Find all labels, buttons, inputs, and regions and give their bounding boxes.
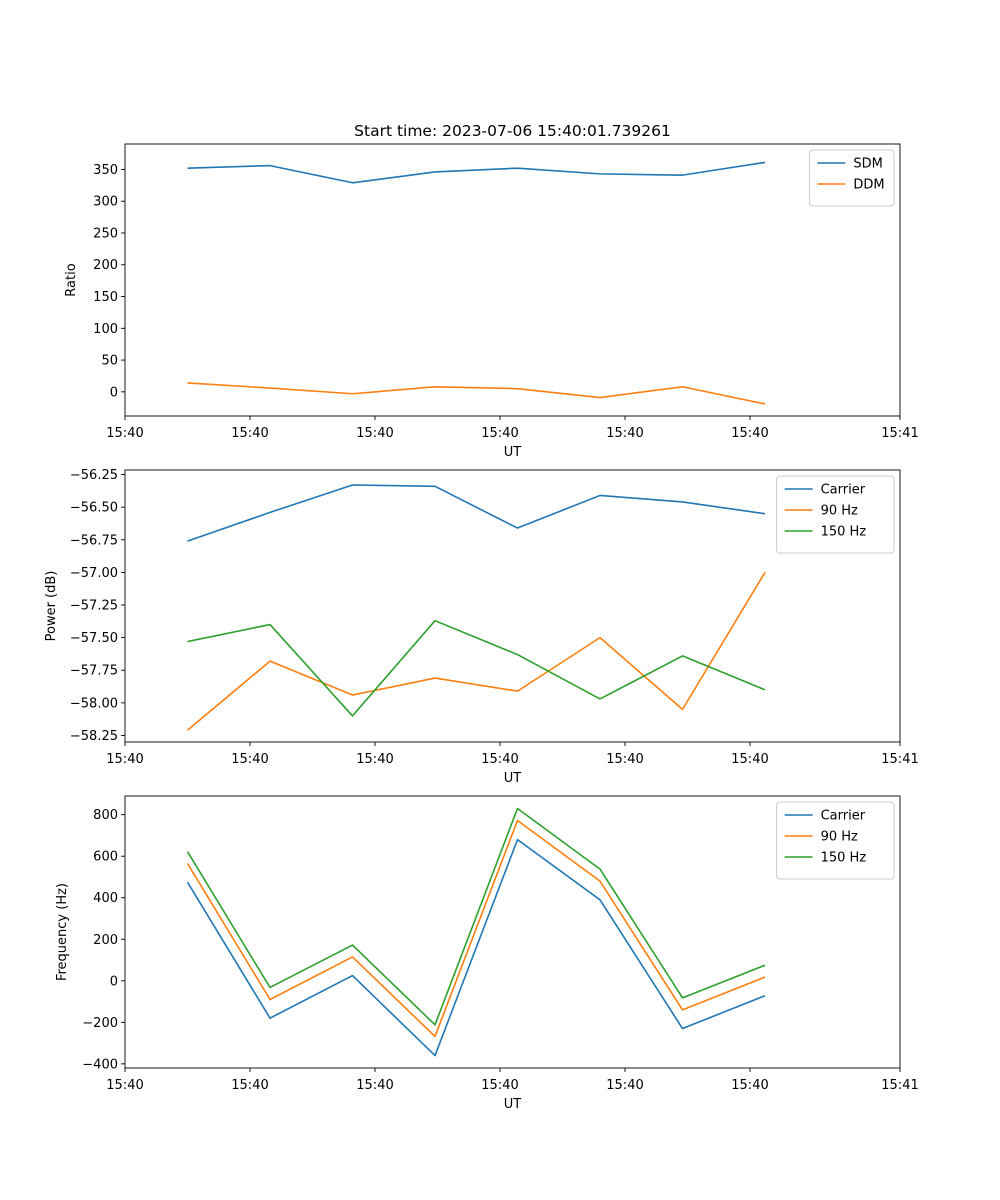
legend-entry: DDM <box>853 178 884 193</box>
x-tick-label: 15:40 <box>356 426 393 441</box>
x-tick-label: 15:40 <box>606 426 643 441</box>
x-tick-label: 15:40 <box>481 752 518 767</box>
legend-entry: Carrier <box>821 809 866 824</box>
x-tick-label: 15:40 <box>606 1078 643 1093</box>
y-tick-label: 300 <box>93 195 118 210</box>
y-tick-label: 100 <box>93 322 118 337</box>
series-line-carrier <box>187 484 766 542</box>
x-tick-label: 15:40 <box>356 1078 393 1093</box>
y-tick-label: −200 <box>82 1016 118 1031</box>
x-tick-label: 15:40 <box>106 1078 143 1093</box>
legend-entry: SDM <box>853 157 882 172</box>
legend-entry: 150 Hz <box>821 525 867 540</box>
x-tick-label: 15:40 <box>231 1078 268 1093</box>
x-tick-label: 15:41 <box>881 426 918 441</box>
x-tick-label: 15:40 <box>106 752 143 767</box>
legend-entry: Carrier <box>821 483 866 498</box>
legend: Carrier 90 Hz 150 Hz <box>776 801 895 880</box>
y-tick-label: −56.75 <box>70 533 118 548</box>
x-tick-label: 15:40 <box>356 752 393 767</box>
series-line-ddm <box>187 382 766 405</box>
y-tick-label: 0 <box>110 385 118 400</box>
x-axis-label: UT <box>504 771 522 786</box>
series-line-150-hz <box>186 807 766 1026</box>
x-tick-label: 15:41 <box>881 1078 918 1093</box>
x-tick-label: 15:40 <box>481 1078 518 1093</box>
x-tick-label: 15:40 <box>231 426 268 441</box>
subplot-3: 15:40 15:40 15:40 15:40 15:40 15:40 15:41 −400 −… <box>55 795 919 1112</box>
subplot-1: 15:40 15:40 15:40 15:40 15:40 15:40 15:41 0 50 10… <box>64 143 919 460</box>
legend-box <box>776 801 895 880</box>
y-tick-label: 350 <box>93 163 118 178</box>
x-axis-label: UT <box>504 445 522 460</box>
x-axis-label: UT <box>504 1097 522 1112</box>
y-tick-label: 250 <box>93 226 118 241</box>
axes-frame <box>124 795 901 1069</box>
y-axis-label: Frequency (Hz) <box>55 883 70 981</box>
series-line-carrier <box>186 838 766 1057</box>
y-tick-label: 200 <box>93 258 118 273</box>
legend-entry: 150 Hz <box>821 851 867 866</box>
x-tick-label: 15:40 <box>731 426 768 441</box>
y-tick-label: −58.25 <box>70 729 118 744</box>
x-tick-label: 15:40 <box>231 752 268 767</box>
x-tick-label: 15:40 <box>606 752 643 767</box>
series-line-sdm <box>187 161 766 184</box>
legend-box <box>776 475 895 554</box>
x-tick-label: 15:40 <box>106 426 143 441</box>
legend-entry: 90 Hz <box>821 504 858 519</box>
y-tick-label: 150 <box>93 290 118 305</box>
subplot-2: 15:40 15:40 15:40 15:40 15:40 15:40 15:41 −58.2… <box>44 468 919 786</box>
y-tick-label: 600 <box>93 850 118 865</box>
y-tick-label: 200 <box>93 933 118 948</box>
y-axis-label: Power (dB) <box>44 571 59 642</box>
legend: SDM DDM <box>808 149 895 207</box>
y-tick-label: −56.50 <box>70 501 118 516</box>
x-tick-label: 15:40 <box>731 752 768 767</box>
y-tick-label: −58.00 <box>70 696 118 711</box>
x-tick-label: 15:40 <box>731 1078 768 1093</box>
legend-entry: 90 Hz <box>821 830 858 845</box>
legend: Carrier 90 Hz 150 Hz <box>776 475 895 554</box>
x-tick-label: 15:41 <box>881 752 918 767</box>
y-tick-label: −56.25 <box>70 468 118 483</box>
axes-frame <box>124 469 901 743</box>
y-tick-label: 0 <box>110 974 118 989</box>
y-tick-label: 800 <box>93 808 118 823</box>
series-line-150-hz <box>187 619 766 717</box>
y-tick-label: −57.75 <box>70 664 118 679</box>
y-tick-label: −57.00 <box>70 566 118 581</box>
axes-frame <box>124 143 901 417</box>
legend-box <box>808 149 895 207</box>
series-line-90-hz <box>186 819 766 1038</box>
y-tick-label: 50 <box>101 354 118 369</box>
y-axis-label: Ratio <box>64 263 79 296</box>
y-tick-label: −57.50 <box>70 631 118 646</box>
y-tick-label: 400 <box>93 891 118 906</box>
chart-title: Start time: 2023-07-06 15:40:01.739261 <box>354 122 671 140</box>
series-line-90-hz <box>186 571 766 731</box>
y-tick-label: −57.25 <box>70 599 118 614</box>
y-tick-label: −400 <box>82 1057 118 1072</box>
x-tick-label: 15:40 <box>481 426 518 441</box>
